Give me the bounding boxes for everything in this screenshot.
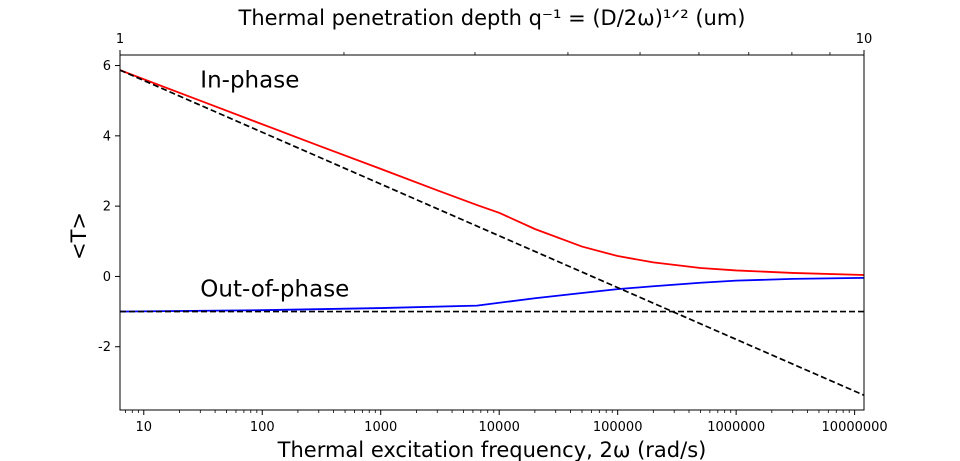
y-tick-label-0: -2 bbox=[98, 340, 111, 355]
x-tick-label-4: 100000 bbox=[593, 420, 643, 435]
x-tick-label-2: 1000 bbox=[364, 420, 397, 435]
x-tick-label-5: 1000000 bbox=[707, 420, 765, 435]
y-tick-label-2: 2 bbox=[103, 200, 111, 215]
x-tick-label-1: 100 bbox=[250, 420, 275, 435]
annotation-layer: In-phase Out-of-phase bbox=[200, 68, 349, 303]
annotation-1: Out-of-phase bbox=[200, 277, 349, 303]
series-line-2 bbox=[120, 69, 864, 397]
y-tick-label-3: 4 bbox=[103, 129, 111, 144]
y-tick-label-1: 0 bbox=[103, 270, 111, 285]
top-tick-label-0: 1 bbox=[116, 32, 124, 47]
series-line-0 bbox=[120, 69, 864, 276]
y-tick-label-4: 6 bbox=[103, 59, 111, 74]
x-tick-label-3: 10000 bbox=[479, 420, 520, 435]
x-tick-label-6: 10000000 bbox=[822, 420, 888, 435]
top-tick-label-1: 10 bbox=[856, 32, 873, 47]
axes-frame bbox=[119, 54, 865, 411]
chart-title: Thermal penetration depth q⁻¹ = (D/2ω)¹ᐟ… bbox=[238, 6, 746, 30]
series-layer bbox=[120, 69, 864, 397]
series-line-1 bbox=[120, 276, 864, 313]
annotation-0: In-phase bbox=[200, 68, 299, 94]
x-axis-label: Thermal excitation frequency, 2ω (rad/s) bbox=[277, 438, 707, 461]
ticks-layer: 10 100 1000 10000 100000 1000000 10000000 1 10 -2… bbox=[98, 32, 888, 435]
x-tick-label-0: 10 bbox=[135, 420, 152, 435]
y-axis-label: <T> bbox=[67, 212, 91, 260]
